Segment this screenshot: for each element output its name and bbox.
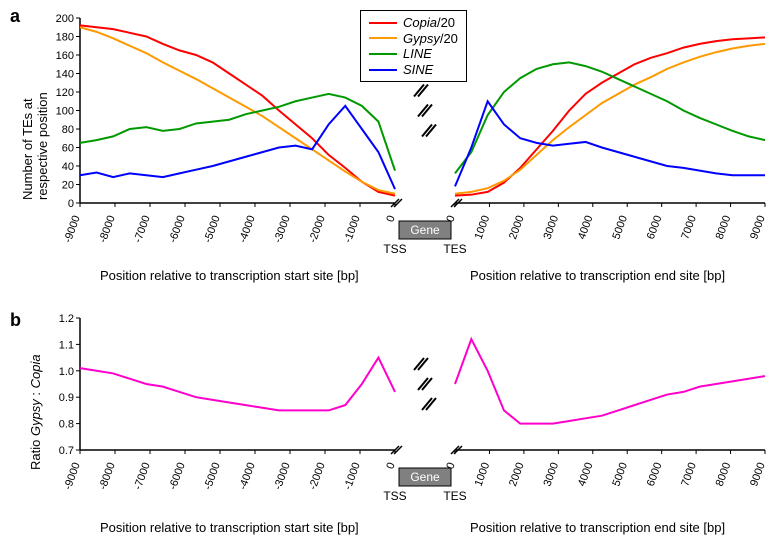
legend-label: Gypsy/20 bbox=[403, 31, 458, 47]
panel-a-xlabel-left: Position relative to transcription start… bbox=[100, 268, 359, 283]
svg-text:5000: 5000 bbox=[610, 214, 630, 241]
legend-label: Copia/20 bbox=[403, 15, 455, 31]
svg-text:-9000: -9000 bbox=[62, 214, 83, 245]
svg-text:TSS: TSS bbox=[383, 489, 406, 503]
svg-text:80: 80 bbox=[62, 124, 74, 136]
svg-text:0.7: 0.7 bbox=[59, 445, 74, 457]
svg-text:TSS: TSS bbox=[383, 242, 406, 256]
panel-a-xlabel-right: Position relative to transcription end s… bbox=[470, 268, 725, 283]
svg-text:160: 160 bbox=[56, 50, 74, 62]
svg-text:60: 60 bbox=[62, 143, 74, 155]
svg-text:1.0: 1.0 bbox=[59, 366, 74, 378]
svg-text:-8000: -8000 bbox=[97, 214, 118, 245]
svg-text:5000: 5000 bbox=[610, 461, 630, 488]
legend-swatch bbox=[369, 22, 397, 24]
legend-item: SINE bbox=[369, 62, 458, 78]
svg-text:-8000: -8000 bbox=[97, 461, 118, 492]
svg-text:40: 40 bbox=[62, 161, 74, 173]
svg-text:8000: 8000 bbox=[714, 214, 734, 241]
svg-text:-2000: -2000 bbox=[307, 461, 328, 492]
svg-text:-5000: -5000 bbox=[202, 214, 223, 245]
svg-text:1.1: 1.1 bbox=[59, 339, 74, 351]
svg-text:2000: 2000 bbox=[507, 461, 527, 488]
svg-text:9000: 9000 bbox=[748, 461, 768, 488]
svg-text:-7000: -7000 bbox=[132, 214, 153, 245]
panel-b-label: b bbox=[10, 310, 21, 331]
svg-text:8000: 8000 bbox=[714, 461, 734, 488]
svg-text:3000: 3000 bbox=[542, 461, 562, 488]
legend: Copia/20Gypsy/20LINESINE bbox=[360, 10, 467, 82]
svg-text:TES: TES bbox=[443, 489, 466, 503]
legend-item: Copia/20 bbox=[369, 15, 458, 31]
svg-text:-4000: -4000 bbox=[237, 461, 258, 492]
svg-text:TES: TES bbox=[443, 242, 466, 256]
svg-text:0: 0 bbox=[68, 198, 74, 210]
svg-text:-3000: -3000 bbox=[272, 461, 293, 492]
panel-a-ytitle: Number of TEs atrespective position bbox=[20, 92, 50, 200]
svg-text:0.8: 0.8 bbox=[59, 419, 74, 431]
svg-text:7000: 7000 bbox=[679, 461, 699, 488]
panel-b-xlabel-right: Position relative to transcription end s… bbox=[470, 520, 725, 535]
svg-text:1000: 1000 bbox=[473, 461, 493, 488]
svg-text:100: 100 bbox=[56, 106, 74, 118]
svg-text:-1000: -1000 bbox=[342, 214, 363, 245]
svg-text:-3000: -3000 bbox=[272, 214, 293, 245]
panel-a-label: a bbox=[10, 6, 20, 27]
svg-text:-2000: -2000 bbox=[307, 214, 328, 245]
svg-text:20: 20 bbox=[62, 180, 74, 192]
svg-text:4000: 4000 bbox=[576, 214, 596, 241]
svg-text:2000: 2000 bbox=[507, 214, 527, 241]
svg-text:6000: 6000 bbox=[645, 461, 665, 488]
legend-swatch bbox=[369, 53, 397, 55]
svg-text:9000: 9000 bbox=[748, 214, 768, 241]
legend-label: LINE bbox=[403, 46, 432, 62]
svg-text:Gene: Gene bbox=[410, 223, 440, 237]
legend-label: SINE bbox=[403, 62, 433, 78]
svg-text:Gene: Gene bbox=[410, 470, 440, 484]
svg-text:1000: 1000 bbox=[473, 214, 493, 241]
svg-text:3000: 3000 bbox=[542, 214, 562, 241]
svg-text:0: 0 bbox=[384, 461, 397, 471]
svg-text:-7000: -7000 bbox=[132, 461, 153, 492]
legend-swatch bbox=[369, 37, 397, 39]
legend-swatch bbox=[369, 69, 397, 71]
svg-text:4000: 4000 bbox=[576, 461, 596, 488]
legend-item: Gypsy/20 bbox=[369, 31, 458, 47]
panel-b-xlabel-left: Position relative to transcription start… bbox=[100, 520, 359, 535]
svg-text:-4000: -4000 bbox=[237, 214, 258, 245]
svg-text:7000: 7000 bbox=[679, 214, 699, 241]
svg-text:-6000: -6000 bbox=[167, 214, 188, 245]
svg-text:-5000: -5000 bbox=[202, 461, 223, 492]
legend-item: LINE bbox=[369, 46, 458, 62]
panel-b-ytitle: Ratio Gypsy : Copia bbox=[28, 354, 43, 470]
svg-text:-9000: -9000 bbox=[62, 461, 83, 492]
svg-text:0: 0 bbox=[384, 214, 397, 224]
svg-text:140: 140 bbox=[56, 69, 74, 81]
svg-text:-6000: -6000 bbox=[167, 461, 188, 492]
figure: a Number of TEs atrespective position 0 2… bbox=[0, 0, 778, 553]
svg-text:1.2: 1.2 bbox=[59, 313, 74, 325]
svg-text:6000: 6000 bbox=[645, 214, 665, 241]
panel-b-chart: 0.7 0.8 0.9 1.0 1.1 1.2 -9000 -8000 -7000 -6000 -5… bbox=[55, 310, 775, 510]
svg-text:0.9: 0.9 bbox=[59, 392, 74, 404]
svg-text:180: 180 bbox=[56, 32, 74, 44]
svg-text:-1000: -1000 bbox=[342, 461, 363, 492]
svg-text:200: 200 bbox=[56, 13, 74, 25]
svg-text:120: 120 bbox=[56, 87, 74, 99]
